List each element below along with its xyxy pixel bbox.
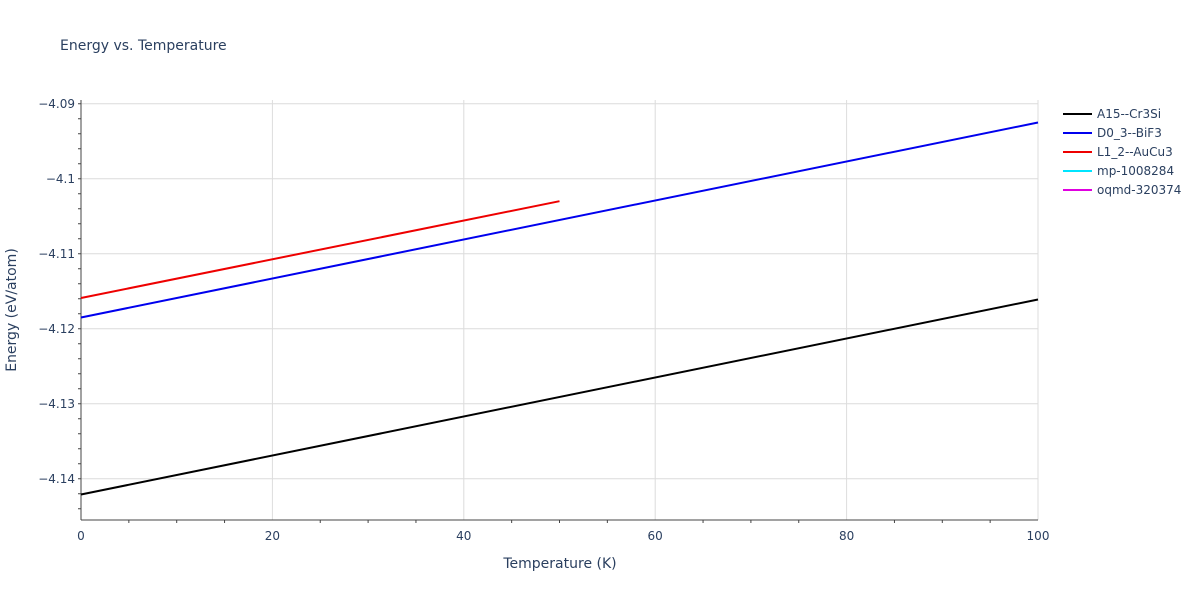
legend-label: L1_2--AuCu3 — [1097, 145, 1173, 159]
grid-lines — [80, 100, 1039, 520]
y-tick-label: −4.14 — [38, 472, 75, 486]
y-tick-label: −4.11 — [38, 247, 75, 261]
legend-item[interactable]: mp-1008284 — [1063, 164, 1174, 178]
x-tick-label: 100 — [1027, 529, 1050, 543]
x-tick-label: 20 — [265, 529, 280, 543]
series-line-d0-3-bif3 — [80, 121, 1039, 319]
x-tick-label: 40 — [456, 529, 471, 543]
series-lines — [80, 121, 1039, 496]
y-tick-label: −4.1 — [46, 172, 75, 186]
legend-label: oqmd-320374 — [1097, 183, 1181, 197]
legend-label: mp-1008284 — [1097, 164, 1174, 178]
legend-item[interactable]: L1_2--AuCu3 — [1063, 145, 1173, 159]
legend-item[interactable]: A15--Cr3Si — [1063, 107, 1161, 121]
x-tick-label: 60 — [648, 529, 663, 543]
x-tick-label: 80 — [839, 529, 854, 543]
x-tick-label: 0 — [77, 529, 85, 543]
legend-label: D0_3--BiF3 — [1097, 126, 1162, 140]
legend[interactable]: A15--Cr3Si D0_3--BiF3 L1_2--AuCu3 mp-100828… — [1063, 107, 1181, 197]
series-line-l1-2-aucu3 — [80, 200, 560, 299]
legend-item[interactable]: oqmd-320374 — [1063, 183, 1181, 197]
tick-labels: 0 20 40 60 80 100 −4.09 −4.1 −4.11 −4.12 −4.13 −4.1… — [38, 97, 1049, 543]
x-axis-title: Temperature (K) — [502, 556, 616, 572]
y-axis-title: Energy (eV/atom) — [4, 248, 20, 372]
chart-title: Energy vs. Temperature — [60, 38, 227, 54]
legend-label: A15--Cr3Si — [1097, 107, 1161, 121]
axes — [78, 100, 1038, 523]
y-tick-label: −4.13 — [38, 397, 75, 411]
series-line-a15-cr3si — [80, 298, 1039, 496]
y-tick-label: −4.12 — [38, 322, 75, 336]
legend-item[interactable]: D0_3--BiF3 — [1063, 126, 1162, 140]
y-tick-label: −4.09 — [38, 97, 75, 111]
